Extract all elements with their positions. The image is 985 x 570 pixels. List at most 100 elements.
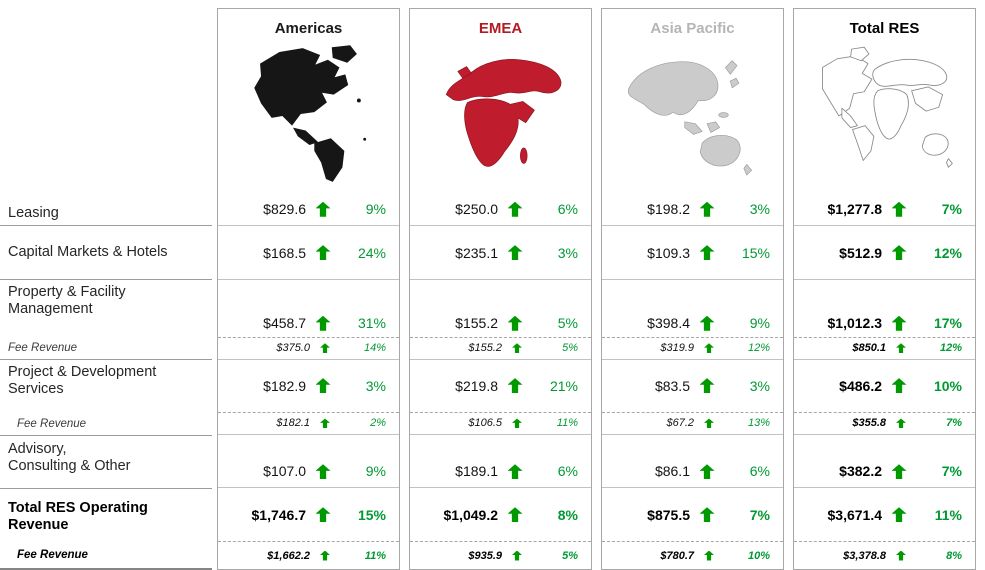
revenue-value: $486.2 <box>839 377 882 394</box>
revenue-value: $398.4 <box>647 314 690 331</box>
americas-map-icon <box>218 37 399 193</box>
revenue-value: $83.5 <box>654 377 690 394</box>
row-label-fee-revenue: Fee Revenue <box>0 413 212 436</box>
cell-property-facility-total-res: $1,012.3 17% <box>794 280 975 338</box>
up-arrow-icon <box>315 378 331 394</box>
cell-advisory-americas: $107.0 9% <box>218 435 399 489</box>
arrow-wrap <box>306 201 340 217</box>
cell-property-facility-fee-emea: $155.2 5% <box>410 338 591 360</box>
up-arrow-icon <box>699 245 715 261</box>
fee-growth-pct: 11% <box>556 417 578 430</box>
revenue-value: $1,277.8 <box>827 201 883 218</box>
row-label-fee-revenue: Fee Revenue <box>0 338 212 360</box>
fee-value: $182.1 <box>276 417 310 430</box>
cell-property-facility-asia-pacific: $398.4 9% <box>602 280 783 338</box>
cell-project-development-emea: $219.8 21% <box>410 360 591 413</box>
cell-total-res-fee-asia-pacific: $780.7 10% <box>602 542 783 569</box>
arrow-wrap <box>306 378 340 394</box>
cell-project-development-americas: $182.9 3% <box>218 360 399 413</box>
arrow-wrap <box>690 315 724 331</box>
fee-growth-pct: 14% <box>363 342 386 355</box>
row-label: Advisory, Consulting & Other <box>8 441 131 474</box>
region-header-label: Total RES <box>849 19 920 37</box>
revenue-value: $458.7 <box>263 314 306 331</box>
fee-value: $67.2 <box>666 417 694 430</box>
revenue-value: $512.9 <box>839 244 882 261</box>
fee-value: $375.0 <box>276 342 310 355</box>
arrow-wrap <box>502 343 532 354</box>
up-arrow-icon <box>704 418 714 429</box>
growth-pct: 17% <box>933 314 962 331</box>
cell-property-facility-emea: $155.2 5% <box>410 280 591 338</box>
row-label-capital-markets: Capital Markets & Hotels <box>0 226 212 280</box>
americas-map-icon <box>254 45 367 182</box>
up-arrow-icon <box>507 315 523 331</box>
cell-capital-markets-americas: $168.5 24% <box>218 226 399 280</box>
revenue-value: $189.1 <box>455 463 498 480</box>
region-column-total-res: Total RES $1,277.8 7% $512.9 12% $1,012.3 1… <box>793 8 976 570</box>
fee-growth-pct: 2% <box>370 417 386 430</box>
up-arrow-icon <box>320 343 330 354</box>
arrow-wrap <box>882 201 916 217</box>
world-map-icon <box>794 37 975 193</box>
fee-growth-pct: 12% <box>747 342 770 355</box>
arrow-wrap <box>310 418 340 429</box>
fee-value: $935.9 <box>468 549 502 562</box>
fee-growth-pct: 5% <box>562 549 578 562</box>
region-header-asia-pacific: Asia Pacific <box>602 9 783 37</box>
fee-growth-pct: 13% <box>747 417 770 430</box>
region-header-label: EMEA <box>478 19 523 37</box>
cell-leasing-asia-pacific: $198.2 3% <box>602 193 783 227</box>
up-arrow-icon <box>512 550 522 561</box>
cell-total-res-emea: $1,049.2 8% <box>410 488 591 543</box>
cell-total-res-asia-pacific: $875.5 7% <box>602 488 783 543</box>
row-label-column: Leasing Capital Markets & Hotels Propert… <box>0 8 212 570</box>
cell-property-facility-fee-total-res: $850.1 12% <box>794 338 975 360</box>
arrow-wrap <box>690 245 724 261</box>
revenue-value: $219.8 <box>455 377 498 394</box>
cell-project-development-asia-pacific: $83.5 3% <box>602 360 783 413</box>
cell-project-development-fee-emea: $106.5 11% <box>410 413 591 436</box>
revenue-value: $875.5 <box>647 506 690 523</box>
cell-project-development-fee-americas: $182.1 2% <box>218 413 399 436</box>
cell-project-development-fee-asia-pacific: $67.2 13% <box>602 413 783 436</box>
arrow-wrap <box>498 378 532 394</box>
up-arrow-icon <box>507 507 523 523</box>
arrow-wrap <box>502 550 532 561</box>
growth-pct: 7% <box>941 201 962 218</box>
revenue-value: $382.2 <box>839 463 882 480</box>
arrow-wrap <box>886 343 916 354</box>
fee-value: $850.1 <box>852 342 886 355</box>
growth-pct: 6% <box>557 463 578 480</box>
row-label-fee-revenue: Fee Revenue <box>0 543 212 570</box>
arrow-wrap <box>310 550 340 561</box>
up-arrow-icon <box>699 464 715 480</box>
growth-pct: 15% <box>741 244 770 261</box>
cell-total-res-americas: $1,746.7 15% <box>218 488 399 543</box>
fee-row-label: Fee Revenue <box>17 417 87 430</box>
row-label-advisory: Advisory, Consulting & Other <box>0 436 212 489</box>
up-arrow-icon <box>315 201 331 217</box>
fee-value: $106.5 <box>468 417 502 430</box>
arrow-wrap <box>498 245 532 261</box>
arrow-wrap <box>690 378 724 394</box>
region-header-total-res: Total RES <box>794 9 975 37</box>
revenue-value: $3,671.4 <box>827 506 883 523</box>
label-column-spacer <box>0 8 212 193</box>
fee-growth-pct: 5% <box>562 342 578 355</box>
row-label: Leasing <box>8 205 59 221</box>
fee-value: $319.9 <box>660 342 694 355</box>
growth-pct: 10% <box>933 377 962 394</box>
up-arrow-icon <box>699 315 715 331</box>
region-column-emea: EMEA $250.0 6% $235.1 3% $155.2 5% $155.2 5%… <box>409 8 592 570</box>
fee-row-label: Fee Revenue <box>8 342 78 354</box>
fee-value: $155.2 <box>468 342 502 355</box>
fee-value: $355.8 <box>852 417 886 430</box>
arrow-wrap <box>498 315 532 331</box>
region-header-americas: Americas <box>218 9 399 37</box>
fee-growth-pct: 11% <box>364 549 386 562</box>
revenue-value: $1,049.2 <box>443 506 499 523</box>
cell-property-facility-fee-americas: $375.0 14% <box>218 338 399 360</box>
up-arrow-icon <box>704 343 714 354</box>
region-header-label: Americas <box>274 19 343 37</box>
